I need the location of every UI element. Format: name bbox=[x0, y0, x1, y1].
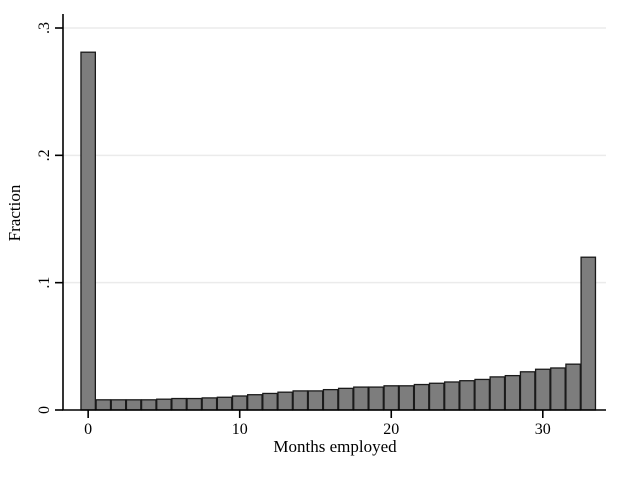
y-axis-title: Fraction bbox=[5, 184, 24, 241]
histogram-bar bbox=[231, 395, 248, 411]
histogram-bar bbox=[110, 399, 127, 411]
x-axis-title: Months employed bbox=[273, 437, 397, 456]
histogram-bar bbox=[444, 381, 460, 411]
tick-marks bbox=[55, 27, 544, 418]
y-tick-label: 0 bbox=[36, 406, 53, 414]
x-tick-label: 30 bbox=[535, 421, 551, 438]
histogram-bar bbox=[413, 383, 430, 411]
histogram-bar bbox=[580, 256, 597, 411]
histogram-bar bbox=[519, 371, 536, 411]
histogram-bar bbox=[247, 394, 263, 411]
histogram-bar bbox=[292, 390, 309, 411]
x-tick-label: 20 bbox=[383, 421, 399, 438]
histogram-bar bbox=[262, 392, 278, 411]
y-tick-label: .1 bbox=[36, 277, 53, 289]
histogram-bar bbox=[337, 387, 354, 411]
histogram-bar bbox=[489, 376, 506, 411]
y-tick-label: .2 bbox=[36, 149, 53, 161]
histogram-bar bbox=[307, 390, 324, 411]
histogram-bar bbox=[368, 386, 384, 411]
histogram-bar bbox=[201, 397, 218, 411]
x-tick-labels: 0 10 20 30 bbox=[84, 421, 551, 438]
histogram-bar bbox=[550, 367, 566, 411]
histogram-bar bbox=[428, 382, 445, 411]
histogram-bar bbox=[534, 368, 551, 411]
histogram-bar bbox=[353, 386, 369, 411]
histogram-bar bbox=[565, 363, 581, 411]
histogram-bar bbox=[383, 385, 400, 411]
histogram-bar bbox=[125, 399, 142, 411]
histogram-bar bbox=[171, 397, 187, 411]
histogram-bars bbox=[80, 51, 597, 411]
histogram-bar bbox=[277, 391, 294, 411]
x-tick-label: 0 bbox=[84, 421, 92, 438]
histogram-bar bbox=[216, 396, 233, 411]
histogram-bar bbox=[504, 374, 521, 411]
axes bbox=[62, 14, 606, 411]
x-tick-label: 10 bbox=[232, 421, 248, 438]
histogram-bar bbox=[474, 378, 491, 411]
gridlines bbox=[63, 27, 606, 284]
histogram-bar bbox=[95, 399, 112, 411]
histogram-bar bbox=[80, 51, 97, 411]
histogram-bar bbox=[459, 380, 475, 411]
histogram-bar bbox=[186, 397, 203, 411]
histogram-bar bbox=[398, 385, 415, 411]
y-tick-labels: 0 .1 .2 .3 bbox=[36, 22, 53, 414]
histogram-bar bbox=[140, 399, 157, 411]
y-tick-label: .3 bbox=[36, 22, 53, 34]
histogram-bar bbox=[156, 398, 172, 411]
histogram-bar bbox=[322, 388, 339, 411]
